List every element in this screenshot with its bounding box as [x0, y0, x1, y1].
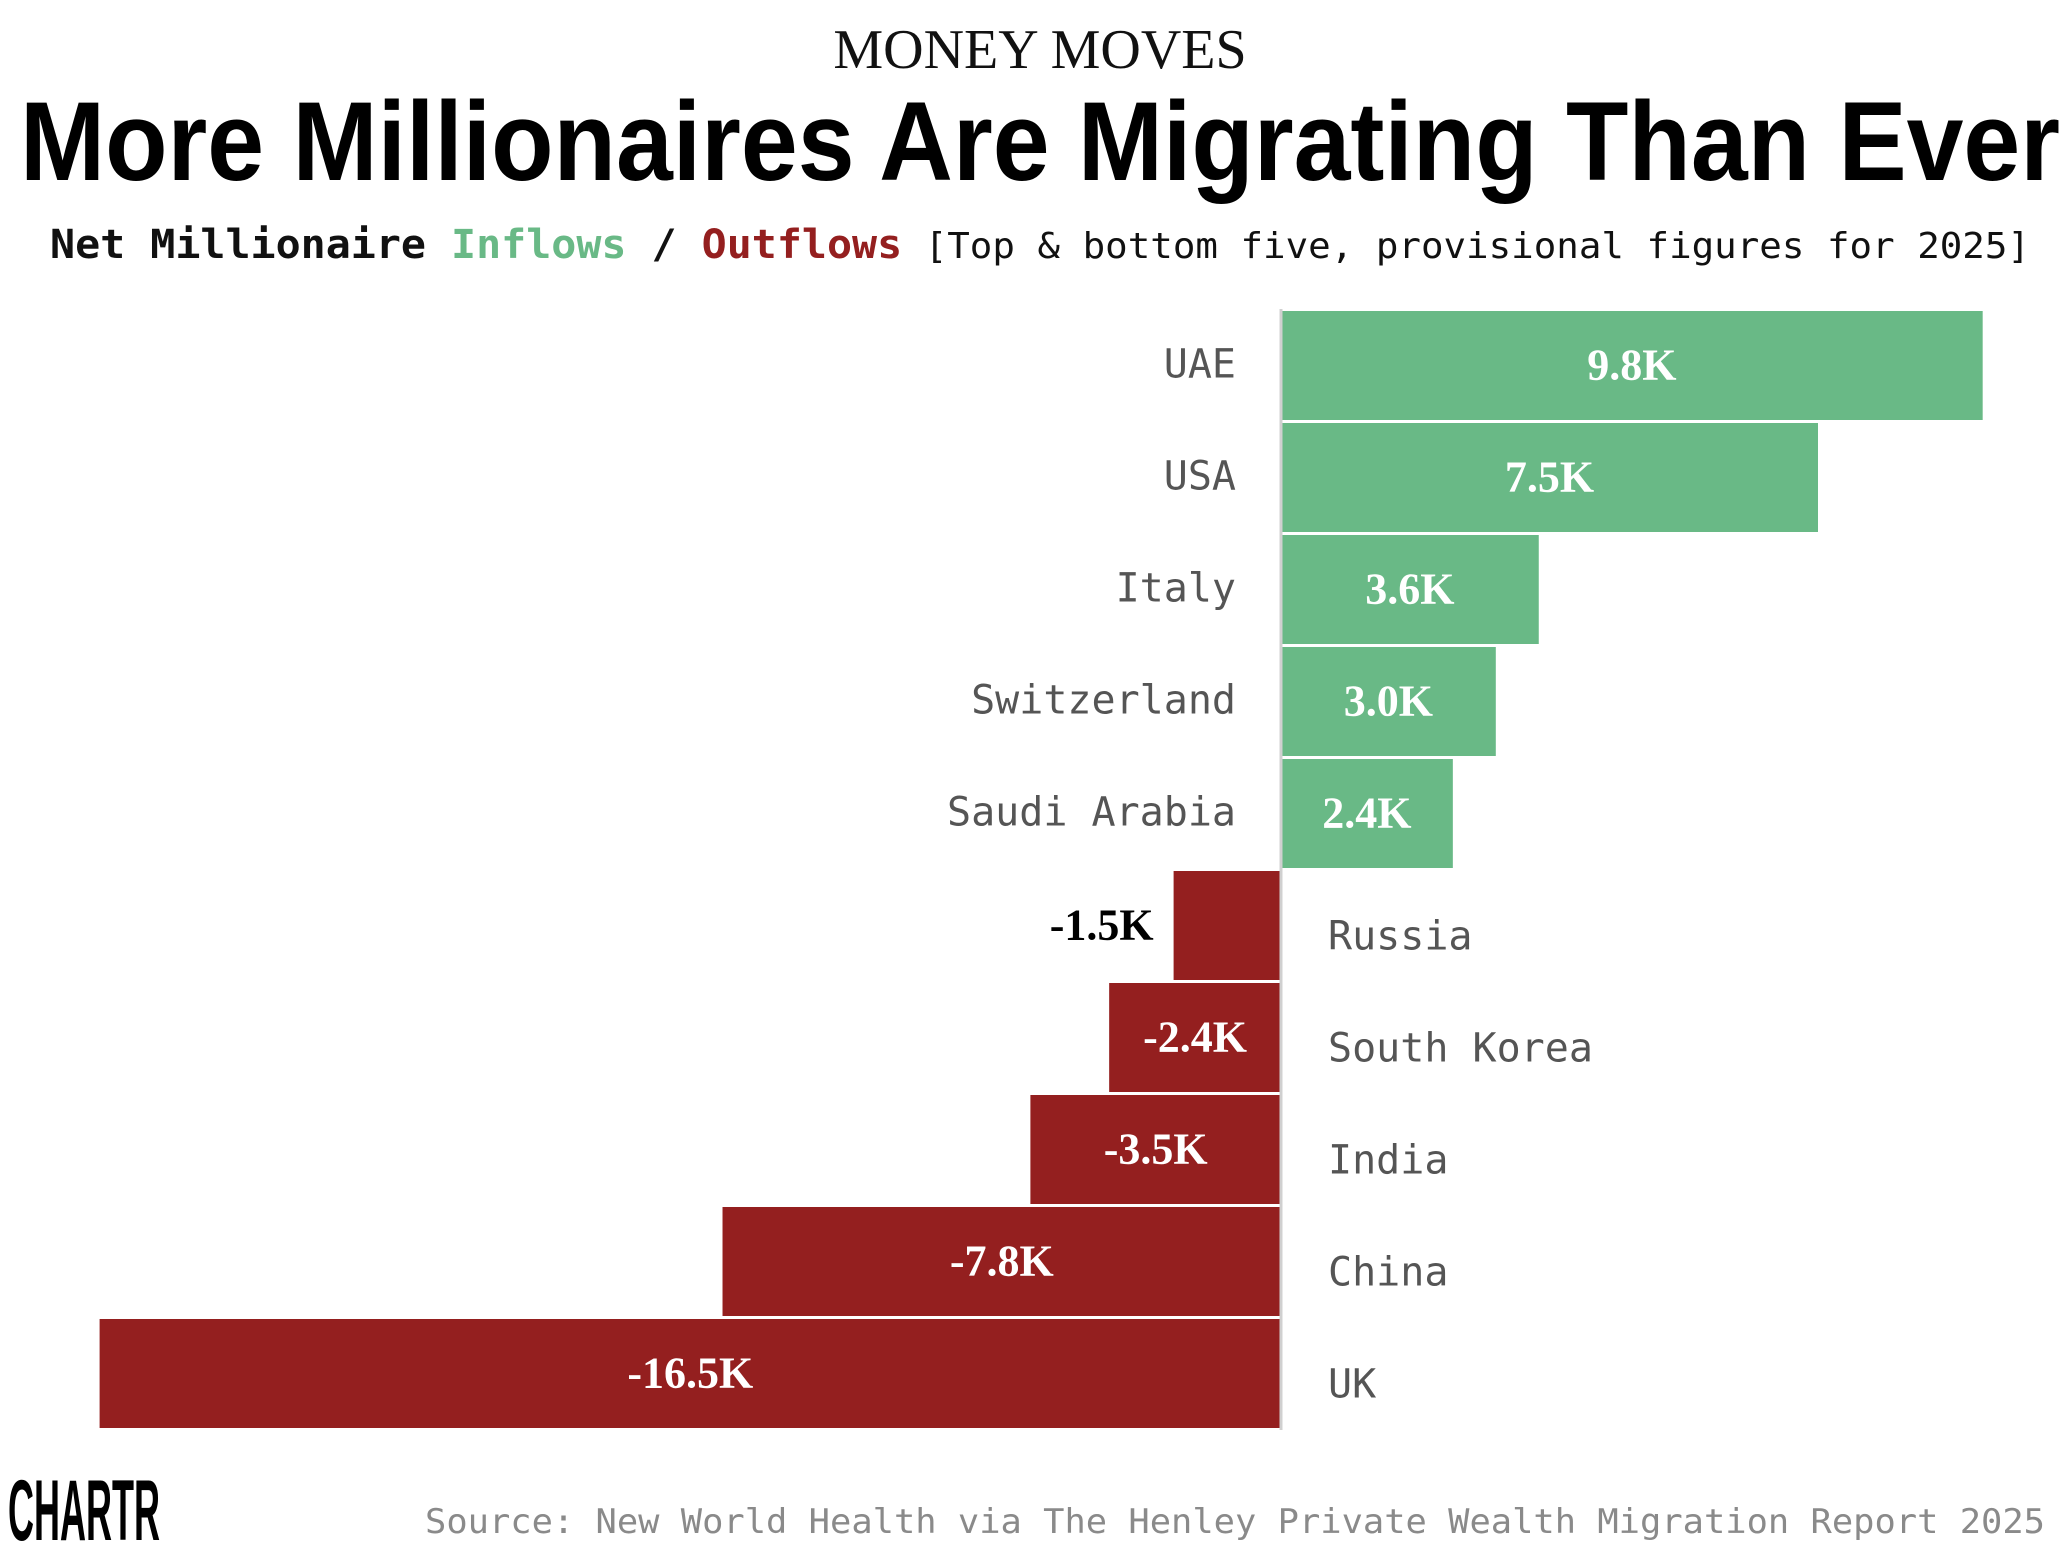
data-label: 9.8K	[1587, 341, 1676, 390]
category-label: South Korea	[1328, 1026, 1593, 1072]
bar-usa	[1281, 423, 1818, 532]
subtitle-note: [Top & bottom five, provisional figures …	[902, 226, 2030, 267]
category-label: China	[1328, 1250, 1448, 1296]
kicker: MONEY MOVES	[833, 19, 1246, 81]
category-label: Italy	[1116, 566, 1236, 612]
category-label: Switzerland	[971, 678, 1236, 724]
bar-india	[1030, 1095, 1281, 1204]
category-label: India	[1328, 1138, 1448, 1184]
data-label: 3.0K	[1344, 677, 1433, 726]
subtitle-inflows: Inflows	[451, 222, 626, 268]
bar-saudi-arabia	[1281, 759, 1453, 868]
category-label: Saudi Arabia	[947, 790, 1236, 836]
bar-china	[722, 1207, 1281, 1316]
data-label: -2.4K	[1143, 1013, 1247, 1062]
logo-text: CHARTR	[8, 1463, 160, 1549]
data-label: 2.4K	[1322, 789, 1411, 838]
bar-uk	[99, 1319, 1282, 1428]
category-label: UAE	[1164, 342, 1236, 388]
data-label: -16.5K	[627, 1349, 753, 1398]
category-label: USA	[1164, 454, 1236, 500]
data-label: 7.5K	[1505, 453, 1594, 502]
chart-subtitle: Net Millionaire Inflows / Outflows [Top …	[50, 222, 2030, 268]
data-label: -3.5K	[1104, 1125, 1208, 1174]
data-label: 3.6K	[1365, 565, 1454, 614]
bars-group: 9.8K UAE 7.5K USA 3.6K Italy 3.0K Switzerland 2.…	[99, 311, 1983, 1428]
bar-italy	[1281, 535, 1539, 644]
category-label: UK	[1328, 1362, 1376, 1408]
bar-switzerland	[1281, 647, 1496, 756]
category-label: Russia	[1328, 914, 1473, 960]
chartr-logo: CHARTR	[8, 1463, 160, 1549]
chart-title: More Millionaires Are Migrating Than Eve…	[20, 79, 2060, 204]
bar-south-korea	[1109, 983, 1281, 1092]
data-label: -7.8K	[950, 1237, 1054, 1286]
bar-russia	[1173, 871, 1281, 980]
subtitle-prefix: Net Millionaire	[50, 222, 451, 268]
subtitle-separator: /	[626, 222, 701, 268]
data-label: -1.5K	[1050, 901, 1154, 950]
bar-uae	[1281, 311, 1983, 420]
subtitle-outflows: Outflows	[702, 222, 903, 268]
source-note: Source: New World Health via The Henley …	[425, 1502, 2045, 1542]
